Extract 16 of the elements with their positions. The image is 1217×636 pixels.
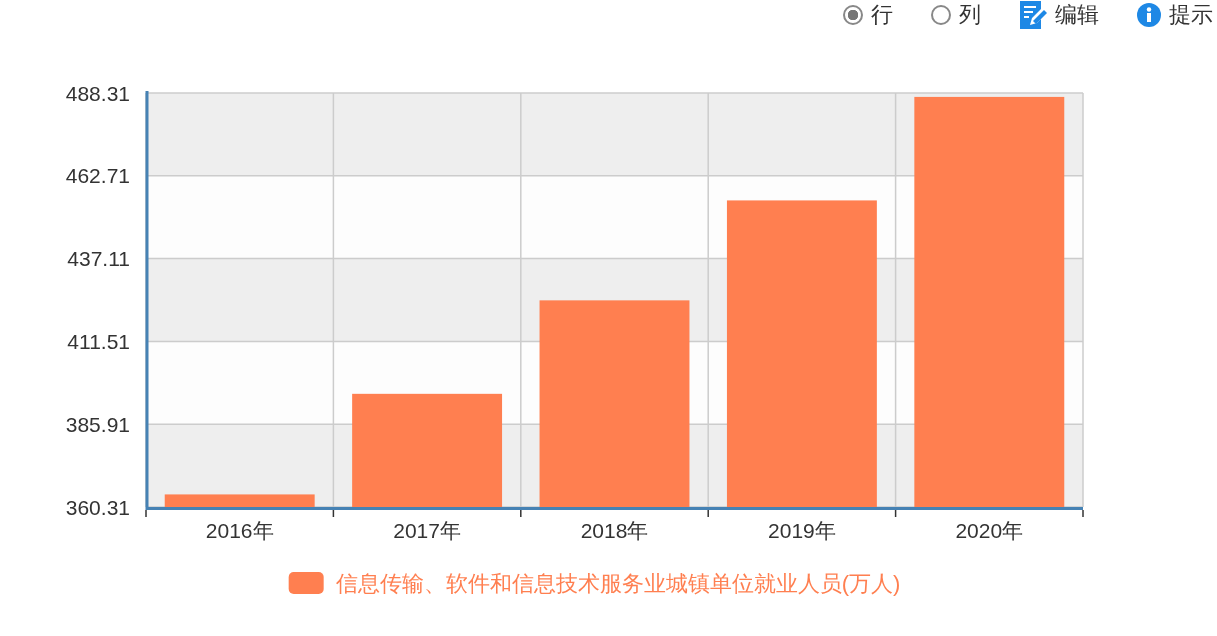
x-tick-label: 2019年 [768,519,836,542]
y-tick-label: 462.71 [65,164,130,188]
text: 编辑 [1055,1,1099,29]
legend: 信息传输、软件和信息技术服务业城镇单位就业人员(万人) [288,571,901,596]
x-tick-label: 2016年 [205,519,274,542]
text: 行 [871,1,893,29]
y-tick-label: 411.51 [67,329,130,353]
x-tick-label: 2018年 [580,519,649,542]
y-tick-label: 360.31 [65,495,130,519]
y-tick-label: 488.31 [65,81,130,105]
text: 列 [959,1,981,29]
y-tick-label: 437.11 [67,247,130,271]
x-tick-label: 2017年 [393,519,461,542]
x-tick-label: 2020年 [955,519,1024,542]
y-tick-label: 385.91 [65,412,130,436]
text: 提示 [1169,1,1213,29]
